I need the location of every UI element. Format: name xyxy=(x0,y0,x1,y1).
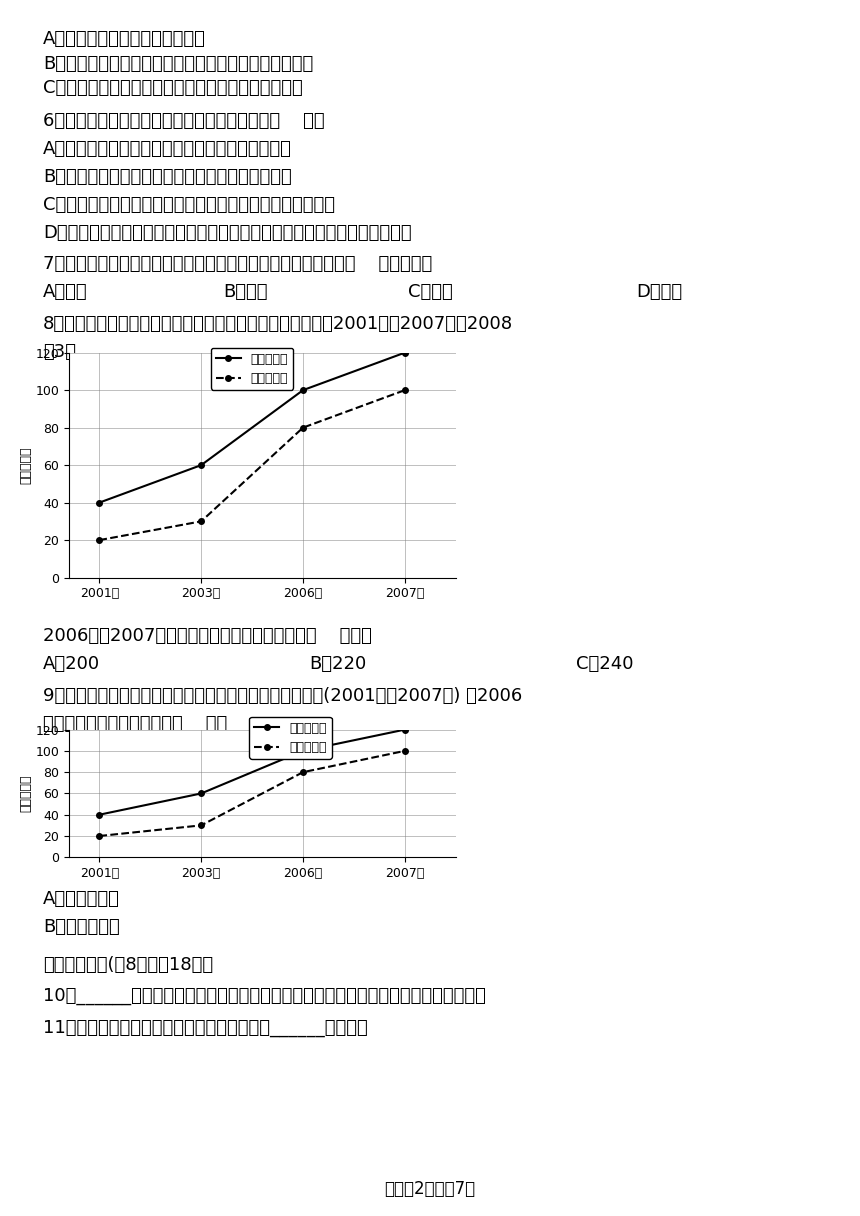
第二门市部 xyxy=(95,829,105,844)
Text: 2006年和2007年，第二门市部的总上缴利润是（    ）万元: 2006年和2007年，第二门市部的总上缴利润是（ ）万元 xyxy=(43,627,372,646)
Text: 6．下面的四个选项中，对统计描述不正确的是（    ）。: 6．下面的四个选项中，对统计描述不正确的是（ ）。 xyxy=(43,112,324,130)
Text: 11．要表示某地年降水量的变化情况，应选用______统计图。: 11．要表示某地年降水量的变化情况，应选用______统计图。 xyxy=(43,1019,368,1037)
Y-axis label: 单位：万元: 单位：万元 xyxy=(20,775,33,812)
Y-axis label: 单位：万元: 单位：万元 xyxy=(20,446,33,484)
Line: 第一门市部: 第一门市部 xyxy=(96,727,408,817)
Text: B．描述本周气温的变化情况，用折线统计图合适。: B．描述本周气温的变化情况，用折线统计图合适。 xyxy=(43,168,292,186)
第一门市部 xyxy=(95,807,105,822)
Text: 年3月: 年3月 xyxy=(43,343,76,361)
第一门市部 xyxy=(196,458,206,473)
Text: C．240: C．240 xyxy=(576,655,634,674)
Text: A．条形: A．条形 xyxy=(43,283,88,302)
第一门市部 xyxy=(298,383,308,398)
第二门市部 xyxy=(298,421,308,435)
Text: 8．爱国者电脑公司第一、第二两个门市部上缴利润统计图（2001年～2007年）2008: 8．爱国者电脑公司第一、第二两个门市部上缴利润统计图（2001年～2007年）2… xyxy=(43,315,513,333)
Text: 年，哪个部门的上缴利润多（    ）。: 年，哪个部门的上缴利润多（ ）。 xyxy=(43,715,227,733)
Text: A．图中一般不标出具体消费金额: A．图中一般不标出具体消费金额 xyxy=(43,30,206,49)
第一门市部 xyxy=(400,722,410,737)
Text: C．图中一般标出各项消费金额占总消费金额的百分比: C．图中一般标出各项消费金额占总消费金额的百分比 xyxy=(43,79,303,97)
Text: B．折线: B．折线 xyxy=(224,283,268,302)
Text: 二、填空题。(共8题；共18分）: 二、填空题。(共8题；共18分） xyxy=(43,956,213,974)
第二门市部 xyxy=(196,818,206,833)
Text: A．第一门市部: A．第一门市部 xyxy=(43,890,120,908)
Text: B．第二门市部: B．第二门市部 xyxy=(43,918,120,936)
第二门市部 xyxy=(95,533,105,547)
第二门市部 xyxy=(400,743,410,759)
Legend: 第一门市部, 第二门市部: 第一门市部, 第二门市部 xyxy=(211,348,293,390)
Line: 第二门市部: 第二门市部 xyxy=(96,388,408,542)
第二门市部 xyxy=(196,514,206,529)
Line: 第二门市部: 第二门市部 xyxy=(96,748,408,839)
第二门市部 xyxy=(400,383,410,398)
第一门市部 xyxy=(95,495,105,510)
Text: 10．______统计图不但可以表示出数量的多少，而且能够清楚地反映数量的增减变化。: 10．______统计图不但可以表示出数量的多少，而且能够清楚地反映数量的增减变… xyxy=(43,987,486,1006)
第二门市部 xyxy=(298,765,308,779)
Text: 9．爱国者电脑公司第一、第二两个门市部上缴利润统计图(2001年～2007年) 在2006: 9．爱国者电脑公司第一、第二两个门市部上缴利润统计图(2001年～2007年) … xyxy=(43,687,522,705)
Text: B．220: B．220 xyxy=(310,655,367,674)
Text: C．扇形: C．扇形 xyxy=(408,283,452,302)
Text: A．200: A．200 xyxy=(43,655,100,674)
Line: 第一门市部: 第一门市部 xyxy=(96,350,408,506)
Text: 试卷第2页，共7页: 试卷第2页，共7页 xyxy=(384,1180,476,1198)
Text: D．其他: D．其他 xyxy=(636,283,683,302)
Text: C．描述书店每月的图书销售数量情况，用条形统计图合适。: C．描述书店每月的图书销售数量情况，用条形统计图合适。 xyxy=(43,196,335,214)
Text: D．描述农作物的种植面积占土地总面积的百分比情况，用扇形统计图合适。: D．描述农作物的种植面积占土地总面积的百分比情况，用扇形统计图合适。 xyxy=(43,224,412,242)
第一门市部 xyxy=(298,743,308,759)
Legend: 第一门市部, 第二门市部: 第一门市部, 第二门市部 xyxy=(249,716,332,759)
第一门市部 xyxy=(400,345,410,360)
Text: B．图中一般不标出各项消费金额占总消费金额的百分比: B．图中一般不标出各项消费金额占总消费金额的百分比 xyxy=(43,55,313,73)
Text: A．一组数据的平均数有可能比其中的最大数还大。: A．一组数据的平均数有可能比其中的最大数还大。 xyxy=(43,140,292,158)
Text: 7．某企业为了清楚地表示出过去十年的产值变化情况，应选用（    ）统计图。: 7．某企业为了清楚地表示出过去十年的产值变化情况，应选用（ ）统计图。 xyxy=(43,255,433,274)
第一门市部 xyxy=(196,787,206,801)
